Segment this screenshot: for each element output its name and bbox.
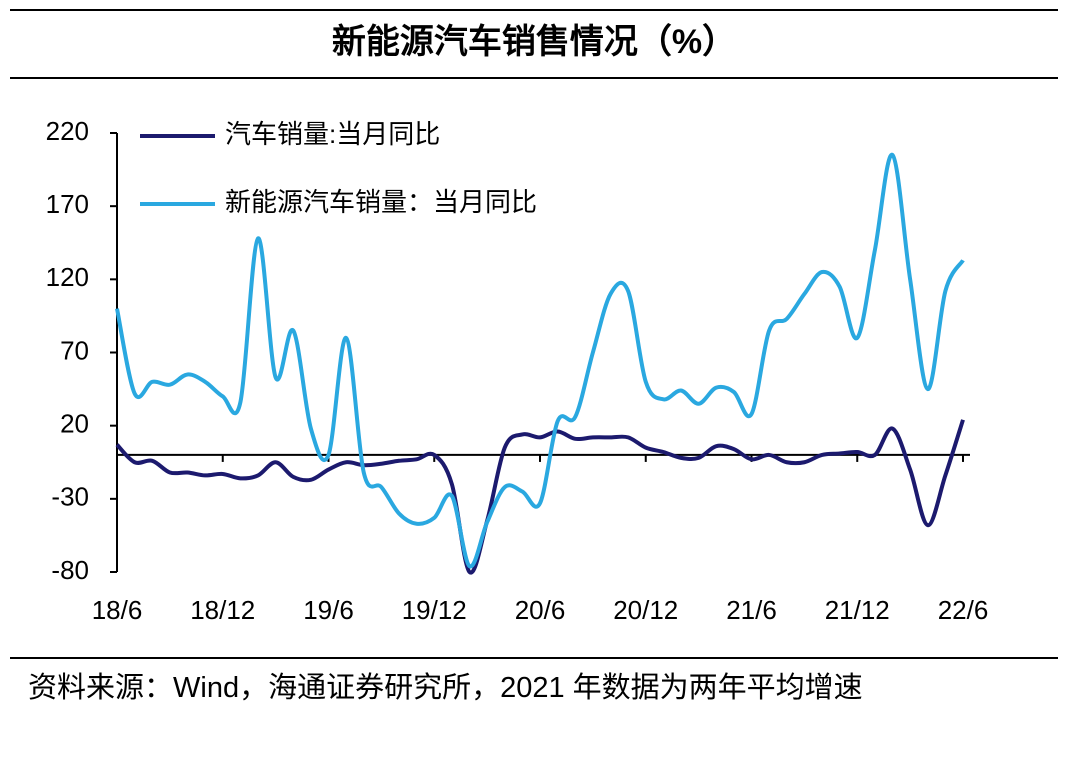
y-tick-label: 220 [46, 116, 89, 146]
x-tick-label: 21/12 [825, 595, 890, 625]
x-tick-label: 19/6 [303, 595, 354, 625]
line-series [115, 152, 965, 569]
chart-title: 新能源汽车销售情况（%） [332, 22, 736, 61]
y-tick-label: 20 [60, 409, 89, 439]
legend-label: 新能源汽车销量：当月同比 [225, 187, 537, 217]
y-tick-label: -80 [51, 555, 89, 585]
chart: 新能源汽车销售情况（%） -80 -30 20 70 120 170 220 18/6 18/1… [10, 9, 1058, 659]
x-tick-label: 19/12 [402, 595, 467, 625]
x-tick-label: 20/12 [613, 595, 678, 625]
line-series [115, 419, 965, 575]
x-tick-label: 20/6 [515, 595, 566, 625]
x-tick-label: 21/6 [726, 595, 777, 625]
x-tick-label: 18/6 [92, 595, 143, 625]
legend-label: 汽车销量:当月同比 [225, 119, 440, 149]
y-tick-label: 170 [46, 189, 89, 219]
x-tick-label: 18/12 [190, 595, 255, 625]
y-tick-label: 120 [46, 262, 89, 292]
x-tick-label: 22/6 [938, 595, 989, 625]
y-tick-label: -30 [51, 482, 89, 512]
y-tick-label: 70 [60, 335, 89, 365]
source-note: 资料来源：Wind，海通证券研究所，2021 年数据为两年平均增速 [28, 672, 863, 704]
